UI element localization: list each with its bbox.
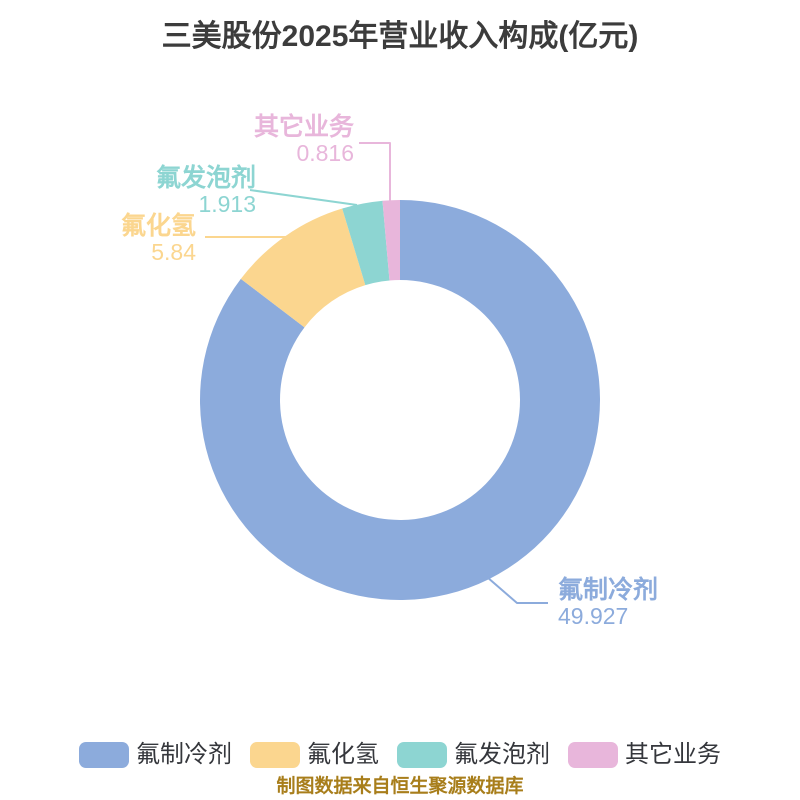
slice-label-other-business-name: 其它业务	[253, 113, 354, 141]
leader-line-refrigerant	[486, 576, 548, 604]
data-source-note: 制图数据来自恒生聚源数据库	[276, 776, 524, 797]
legend-swatch-refrigerant	[79, 742, 129, 768]
donut-slice-other-business[interactable]	[382, 200, 400, 281]
slice-label-refrigerant: 氟制冷剂 49.927	[558, 576, 708, 629]
legend-item-refrigerant[interactable]: 氟制冷剂	[79, 742, 232, 768]
legend: 氟制冷剂 氟化氢 氟发泡剂 其它业务	[0, 742, 800, 768]
donut-slice-refrigerant[interactable]	[199, 200, 600, 600]
legend-label-hydrogen-fluoride: 氟化氢	[307, 741, 379, 768]
legend-item-other-business[interactable]: 其它业务	[568, 742, 721, 768]
slice-label-other-business: 其它业务 0.816	[224, 113, 354, 166]
legend-label-blowing-agent: 氟发泡剂	[454, 741, 550, 768]
legend-item-hydrogen-fluoride[interactable]: 氟化氢	[250, 742, 379, 768]
slice-label-blowing-agent-name: 氟发泡剂	[155, 164, 256, 192]
chart-title: 三美股份2025年营业收入构成(亿元)	[161, 20, 639, 53]
legend-swatch-blowing-agent	[397, 742, 447, 768]
leader-line-other-business	[359, 142, 391, 201]
slice-label-refrigerant-value: 49.927	[558, 603, 629, 629]
legend-swatch-hydrogen-fluoride	[250, 742, 300, 768]
slice-label-other-business-value: 0.816	[296, 140, 354, 166]
legend-label-other-business: 其它业务	[625, 741, 721, 768]
slice-label-blowing-agent-value: 1.913	[198, 191, 256, 217]
legend-swatch-other-business	[568, 742, 618, 768]
slice-label-refrigerant-name: 氟制冷剂	[558, 576, 659, 604]
donut-slice-blowing-agent[interactable]	[342, 200, 390, 286]
slice-label-hydrogen-fluoride-name: 氟化氢	[120, 212, 196, 240]
legend-item-blowing-agent[interactable]: 氟发泡剂	[397, 742, 550, 768]
slice-label-blowing-agent: 氟发泡剂 1.913	[126, 164, 256, 217]
leader-line-blowing-agent	[249, 189, 358, 206]
legend-label-refrigerant: 氟制冷剂	[136, 741, 232, 768]
donut-slice-hydrogen-fluoride[interactable]	[240, 208, 366, 328]
slice-label-hydrogen-fluoride-value: 5.84	[151, 239, 196, 265]
slice-label-hydrogen-fluoride: 氟化氢 5.84	[66, 212, 196, 265]
